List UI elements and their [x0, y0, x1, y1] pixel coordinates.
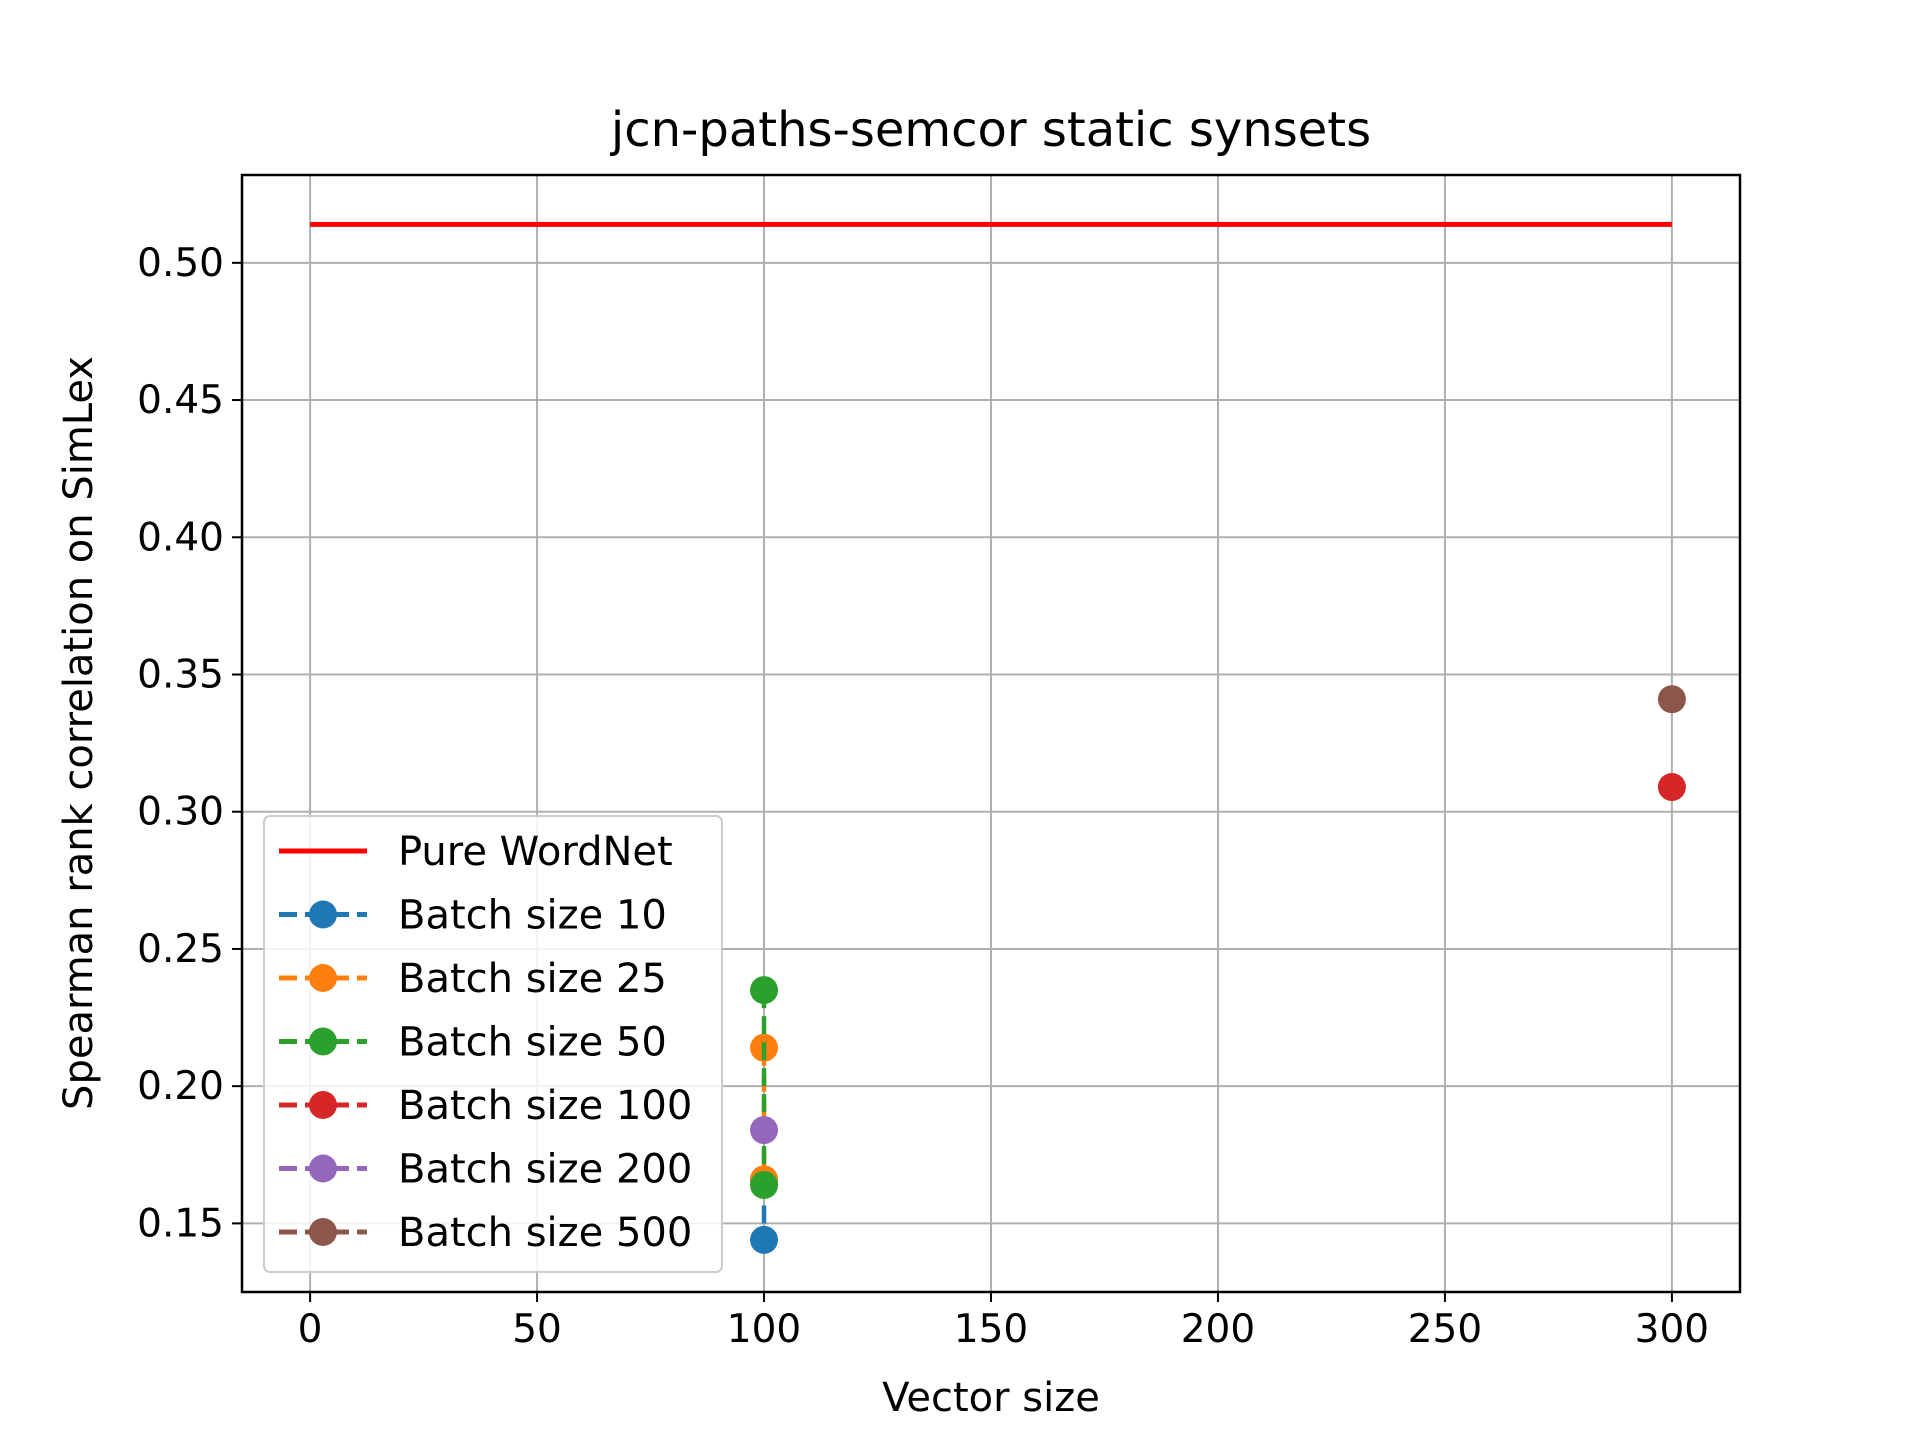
- x-tick-label: 100: [727, 1307, 801, 1352]
- y-tick-label: 0.30: [137, 790, 224, 835]
- y-tick-label: 0.35: [137, 652, 224, 697]
- y-tick-label: 0.15: [137, 1201, 224, 1246]
- legend-label: Batch size 10: [398, 893, 667, 939]
- legend-item: Batch size 50: [279, 1020, 667, 1066]
- series-layer: [310, 221, 1686, 1254]
- x-tick-label: 300: [1635, 1307, 1709, 1352]
- y-axis: 0.15 0.20 0.25 0.30 0.35 0.40 0.45 0.50: [137, 241, 242, 1246]
- x-tick-label: 0: [298, 1307, 323, 1352]
- x-tick-label: 250: [1408, 1307, 1482, 1352]
- legend-marker: [309, 1218, 337, 1246]
- legend-item: Batch size 10: [279, 893, 667, 939]
- series-batch-size-500: [1657, 685, 1686, 714]
- series-batch-size-50: [750, 976, 779, 1199]
- data-point: [750, 1116, 779, 1145]
- legend-box: [263, 815, 723, 1273]
- y-tick-label: 0.20: [137, 1064, 224, 1109]
- legend-label: Pure WordNet: [398, 829, 673, 875]
- series-batch-size-200: [750, 1116, 779, 1145]
- data-point: [1657, 773, 1686, 802]
- y-tick-label: 0.25: [137, 927, 224, 972]
- legend-marker: [309, 1027, 337, 1056]
- y-axis-title: Spearman rank correlation on SimLex: [56, 356, 102, 1110]
- legend-label: Batch size 100: [398, 1083, 692, 1129]
- legend-label: Batch size 25: [398, 956, 667, 1002]
- legend-marker: [309, 1154, 337, 1183]
- y-tick-label: 0.40: [137, 515, 224, 560]
- legend-marker: [309, 1091, 337, 1119]
- chart-title: jcn-paths-semcor static synsets: [610, 102, 1371, 158]
- y-tick-label: 0.50: [137, 241, 224, 286]
- x-axis: 0 50 100 150 200 250 300: [298, 1292, 1709, 1352]
- data-point: [1657, 685, 1686, 714]
- legend-label: Batch size 50: [398, 1020, 667, 1066]
- legend-item: Batch size 100: [279, 1083, 692, 1129]
- legend: Pure WordNet Batch size 10 Batch size 25 Ba…: [263, 815, 723, 1273]
- legend-item: Batch size 200: [279, 1147, 692, 1193]
- data-point: [750, 1225, 779, 1254]
- x-axis-title: Vector size: [882, 1375, 1100, 1421]
- legend-label: Batch size 500: [398, 1210, 692, 1256]
- data-point: [750, 976, 779, 1005]
- legend-label: Batch size 200: [398, 1147, 692, 1193]
- legend-item: Batch size 500: [279, 1210, 692, 1256]
- data-point: [750, 1170, 779, 1199]
- x-tick-label: 150: [954, 1307, 1028, 1352]
- x-tick-label: 200: [1181, 1307, 1255, 1352]
- y-tick-label: 0.45: [137, 378, 224, 423]
- legend-item: Pure WordNet: [279, 829, 673, 875]
- series-batch-size-100: [1657, 773, 1686, 802]
- legend-marker: [309, 964, 337, 992]
- x-tick-label: 50: [512, 1307, 562, 1352]
- legend-marker: [309, 900, 337, 929]
- legend-item: Batch size 25: [279, 956, 667, 1002]
